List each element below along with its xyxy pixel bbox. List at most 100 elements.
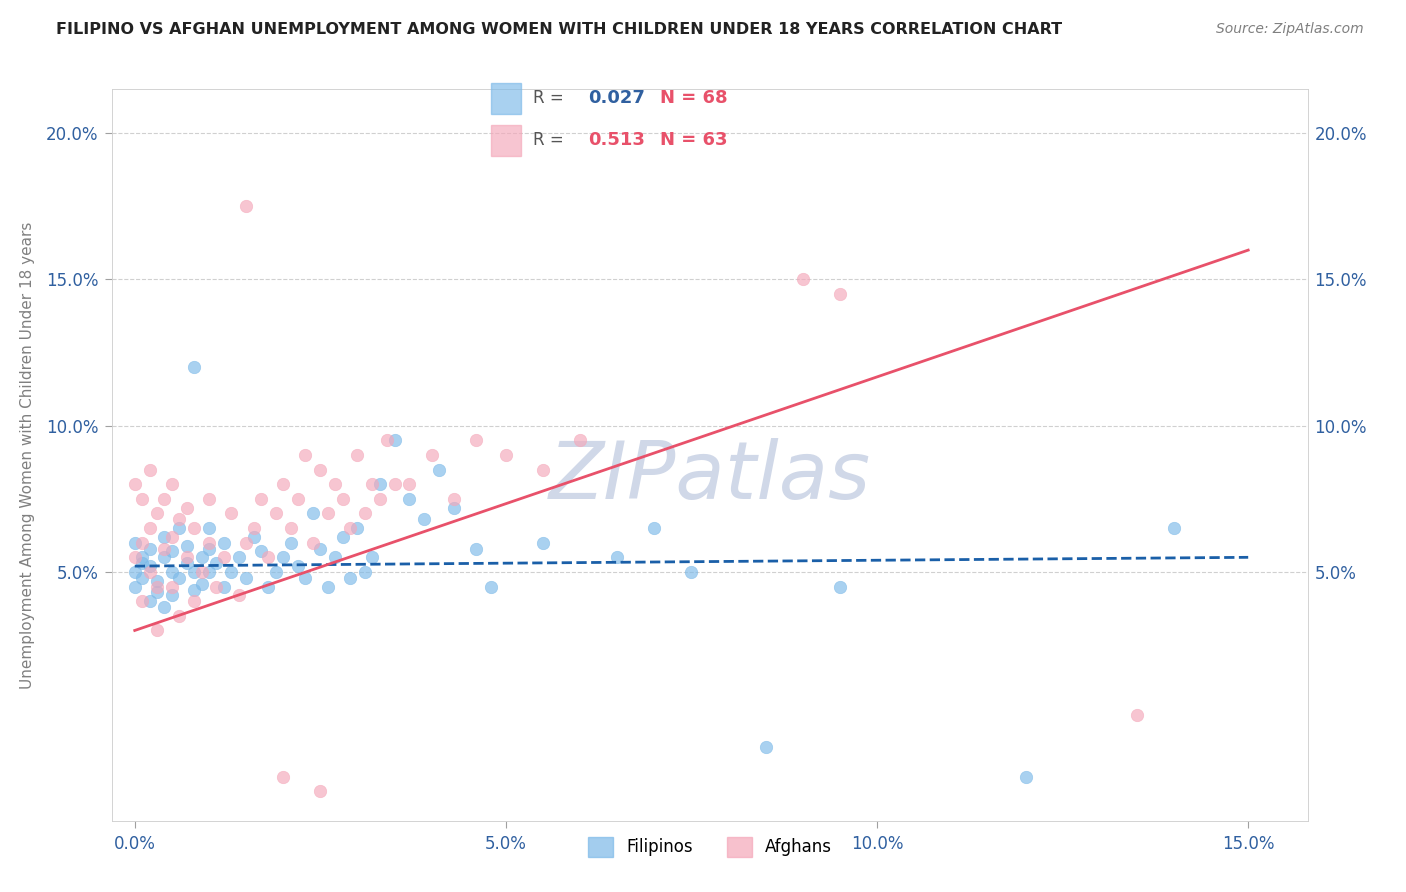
Point [131,571,153,585]
Point [183,565,205,579]
Point [280,535,302,549]
Point [828,580,851,594]
Point [212,580,235,594]
Point [1126,708,1149,723]
Point [316,580,339,594]
Point [138,462,160,476]
Point [443,491,465,506]
Point [169,571,191,585]
Point [332,491,354,506]
Text: FILIPINO VS AFGHAN UNEMPLOYMENT AMONG WOMEN WITH CHILDREN UNDER 18 YEARS CORRELA: FILIPINO VS AFGHAN UNEMPLOYMENT AMONG WO… [56,22,1063,37]
Point [160,477,183,491]
Point [302,535,325,549]
Point [198,565,221,579]
Point [354,507,377,521]
Text: Source: ZipAtlas.com: Source: ZipAtlas.com [1216,22,1364,37]
Point [271,477,294,491]
Point [384,434,406,448]
Point [169,608,191,623]
Text: R =: R = [533,131,564,149]
Point [205,556,228,570]
Point [309,541,332,556]
Point [1014,770,1036,784]
Point [146,624,169,638]
Point [465,434,488,448]
Point [323,550,346,565]
Point [398,477,420,491]
Text: ZIPatlas: ZIPatlas [548,438,872,516]
Point [339,521,361,535]
Point [160,544,183,558]
Point [606,550,628,565]
Point [138,559,160,574]
Point [368,491,391,506]
Point [131,594,153,608]
Point [176,556,198,570]
Point [183,521,205,535]
Point [190,550,212,565]
Text: N = 68: N = 68 [661,89,728,107]
Point [479,580,502,594]
Point [146,574,169,588]
Point [146,580,169,594]
Point [160,588,183,602]
Point [346,521,368,535]
Point [375,434,398,448]
Point [242,530,264,544]
Point [219,565,242,579]
Point [264,565,287,579]
Point [131,491,153,506]
Point [183,582,205,597]
Point [131,550,153,565]
Text: N = 63: N = 63 [661,131,728,149]
Point [228,588,250,602]
Text: 0.513: 0.513 [588,131,645,149]
Point [138,594,160,608]
Point [302,507,325,521]
Point [183,594,205,608]
Point [153,600,176,615]
Point [160,530,183,544]
Point [354,565,377,579]
Point [212,550,235,565]
Point [257,550,280,565]
Point [124,565,146,579]
Point [176,500,198,515]
Point [361,477,384,491]
Point [1163,521,1185,535]
Point [198,541,221,556]
Point [124,477,146,491]
Point [176,539,198,553]
Point [294,571,316,585]
Point [443,500,465,515]
Point [294,448,316,462]
Point [153,491,176,506]
Point [160,580,183,594]
Point [346,448,368,462]
Point [250,544,273,558]
Point [212,535,235,549]
Point [368,477,391,491]
Point [413,512,436,526]
Point [153,550,176,565]
Point [643,521,665,535]
Point [427,462,450,476]
Point [384,477,406,491]
Point [153,530,176,544]
Point [339,571,361,585]
Point [160,565,183,579]
Point [198,491,221,506]
Text: 0.027: 0.027 [588,89,645,107]
Point [153,541,176,556]
Point [681,565,703,579]
Point [124,535,146,549]
Point [205,580,228,594]
Point [183,360,205,375]
Point [190,565,212,579]
Point [124,550,146,565]
Point [792,272,814,286]
Point [198,521,221,535]
Point [169,521,191,535]
Point [198,535,221,549]
Point [531,535,554,549]
